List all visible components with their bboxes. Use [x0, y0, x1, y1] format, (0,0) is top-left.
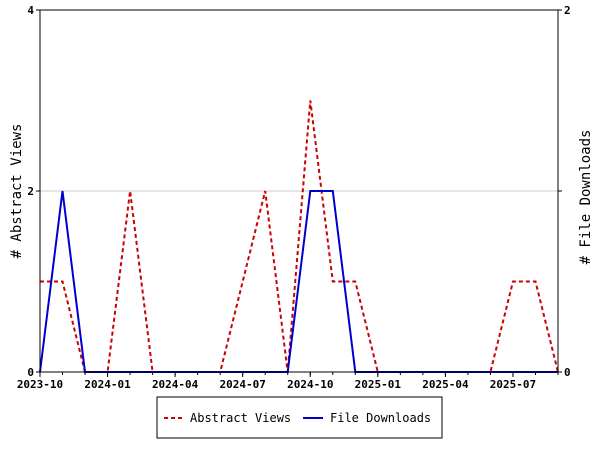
y-right-tick-label: 2: [564, 4, 571, 17]
y-left-tick-label: 0: [27, 366, 34, 379]
x-tick-label: 2023-10: [17, 378, 63, 391]
x-tick-label: 2025-07: [490, 378, 536, 391]
y-axis-right-title: # File Downloads: [578, 130, 594, 265]
x-tick-label: 2025-01: [355, 378, 402, 391]
y-left-tick-label: 4: [27, 4, 34, 17]
x-tick-label: 2024-07: [220, 378, 266, 391]
x-tick-label: 2025-04: [422, 378, 469, 391]
y-axis-left-title: # Abstract Views: [9, 124, 25, 259]
x-tick-label: 2024-04: [152, 378, 199, 391]
legend-label-abstract-views: Abstract Views: [190, 411, 291, 425]
legend-box: [156, 396, 443, 439]
y-left-tick-label: 2: [27, 185, 34, 198]
y-right-tick-label: 0: [564, 366, 571, 379]
x-tick-label: 2024-10: [287, 378, 333, 391]
x-tick-label: 2024-01: [84, 378, 131, 391]
axes-layer: 0 2 4 0 2 2023-10 2024-01 2024-04 2024-07 2024-10…: [17, 4, 571, 391]
legend-label-file-downloads: File Downloads: [330, 411, 431, 425]
legend: Abstract Views File Downloads: [156, 396, 443, 439]
